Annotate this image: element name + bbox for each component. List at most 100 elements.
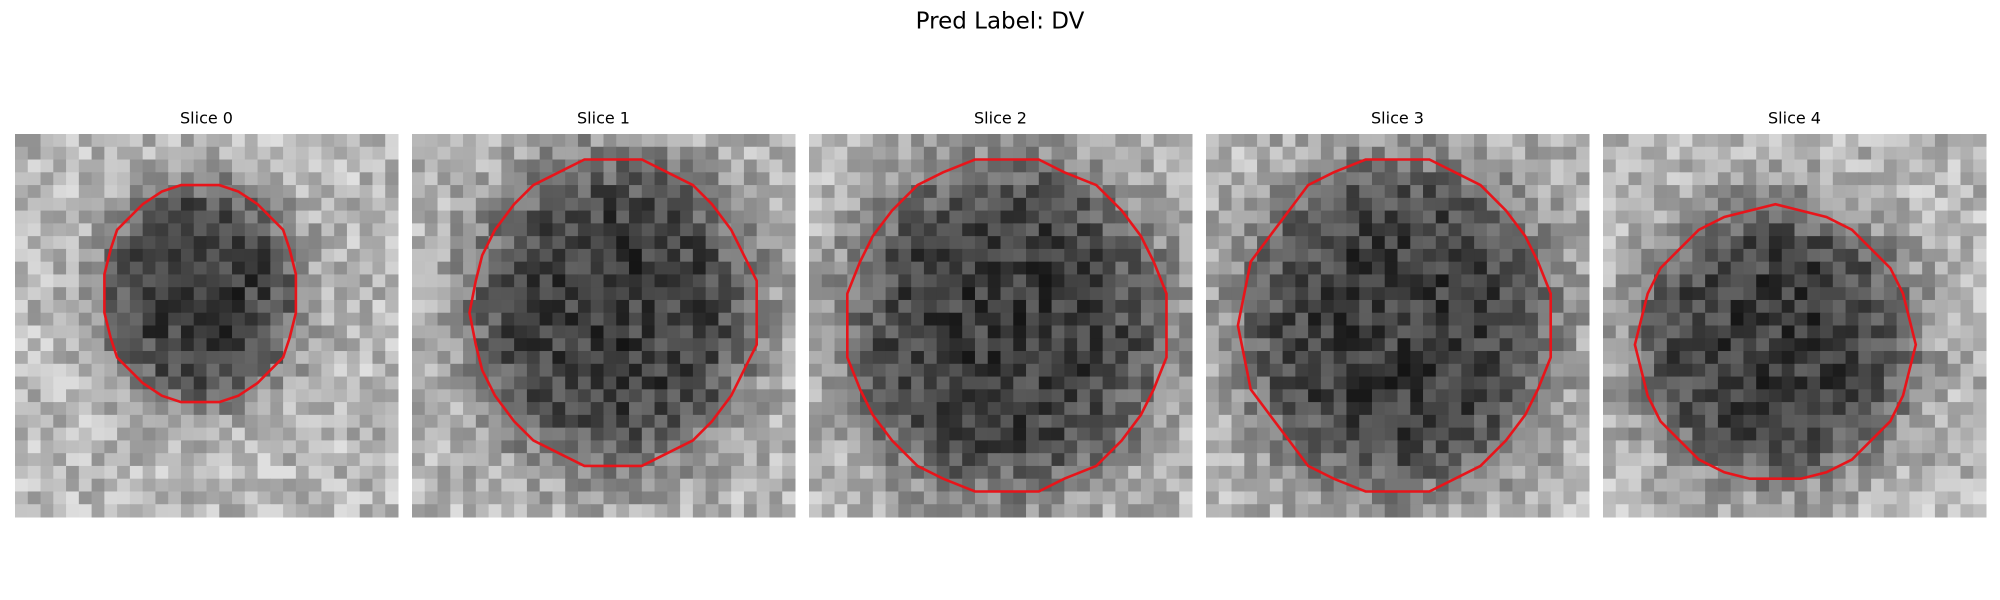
pixel <box>346 223 361 237</box>
pixel <box>385 261 399 275</box>
pixel <box>1973 389 1987 403</box>
pixel <box>641 299 656 314</box>
pixel <box>1896 363 1910 378</box>
pixel <box>1269 504 1284 518</box>
pixel <box>616 440 630 454</box>
pixel <box>526 504 541 518</box>
pixel <box>1628 210 1642 224</box>
pixel <box>577 210 592 224</box>
pixel <box>1346 325 1360 339</box>
pixel <box>514 223 528 237</box>
pixel <box>180 299 195 314</box>
pixel <box>680 210 694 224</box>
pixel <box>834 363 848 378</box>
pixel <box>1654 491 1668 505</box>
pixel <box>1077 504 1091 518</box>
pixel <box>321 376 335 390</box>
pixel <box>1257 299 1271 314</box>
pixel <box>756 504 770 518</box>
pixel <box>847 223 861 237</box>
pixel <box>809 376 823 390</box>
pixel <box>667 453 681 467</box>
pixel <box>1947 299 1961 314</box>
pixel <box>1295 210 1309 224</box>
pixel <box>1461 210 1475 224</box>
pixel <box>692 261 707 275</box>
pixel <box>501 491 515 505</box>
pixel <box>1435 351 1450 365</box>
pixel <box>334 172 348 186</box>
pixel <box>155 312 169 326</box>
pixel <box>104 146 118 161</box>
pixel <box>1756 312 1770 326</box>
pixel <box>718 210 732 224</box>
pixel <box>1820 504 1834 518</box>
pixel <box>1550 210 1564 224</box>
pixel <box>27 146 42 161</box>
pixel <box>1077 402 1091 416</box>
pixel <box>872 402 887 416</box>
pixel <box>936 134 950 148</box>
pixel <box>1448 363 1462 378</box>
pixel <box>1692 248 1706 263</box>
pixel <box>1486 389 1501 403</box>
pixel <box>1525 274 1539 288</box>
pixel <box>1654 312 1668 326</box>
pixel <box>129 159 144 173</box>
pixel <box>1244 287 1258 301</box>
pixel <box>308 376 322 390</box>
pixel <box>809 210 823 224</box>
pixel <box>1089 274 1104 288</box>
pixel <box>1896 248 1910 263</box>
pixel <box>1896 351 1910 365</box>
pixel <box>117 197 131 212</box>
pixel <box>244 338 259 352</box>
pixel <box>885 134 899 148</box>
pixel <box>936 504 950 518</box>
pixel <box>206 427 220 441</box>
pixel <box>129 351 144 365</box>
pixel <box>283 146 297 161</box>
pixel <box>1947 376 1961 390</box>
pixel <box>1064 338 1078 352</box>
pixel <box>129 274 144 288</box>
pixel <box>705 402 719 416</box>
pixel <box>1947 427 1961 441</box>
pixel <box>359 261 373 275</box>
pixel <box>847 478 861 492</box>
pixel <box>1474 312 1488 326</box>
pixel <box>424 312 439 326</box>
pixel <box>898 299 912 314</box>
pixel <box>1333 453 1347 467</box>
pixel <box>821 414 836 429</box>
pixel <box>1794 261 1808 275</box>
pixel <box>834 172 848 186</box>
pixel <box>78 197 93 212</box>
pixel <box>654 351 668 365</box>
pixel <box>923 248 938 263</box>
pixel <box>1077 478 1091 492</box>
pixel <box>641 146 656 161</box>
pixel <box>1756 146 1770 161</box>
pixel <box>1206 223 1220 237</box>
pixel <box>1448 236 1462 250</box>
pixel <box>526 491 541 505</box>
pixel <box>1525 299 1539 314</box>
pixel <box>718 274 732 288</box>
pixel <box>475 299 490 314</box>
pixel <box>1448 185 1462 199</box>
pixel <box>962 363 976 378</box>
pixel <box>1820 338 1834 352</box>
pixel <box>756 210 770 224</box>
pixel <box>1077 414 1091 429</box>
pixel <box>1641 427 1655 441</box>
pixel <box>821 274 836 288</box>
pixel <box>129 491 144 505</box>
pixel <box>1743 274 1757 288</box>
pixel <box>501 351 515 365</box>
pixel <box>53 465 67 480</box>
pixel <box>372 478 386 492</box>
pixel <box>847 185 861 199</box>
pixel <box>1410 402 1424 416</box>
pixel <box>1128 504 1142 518</box>
